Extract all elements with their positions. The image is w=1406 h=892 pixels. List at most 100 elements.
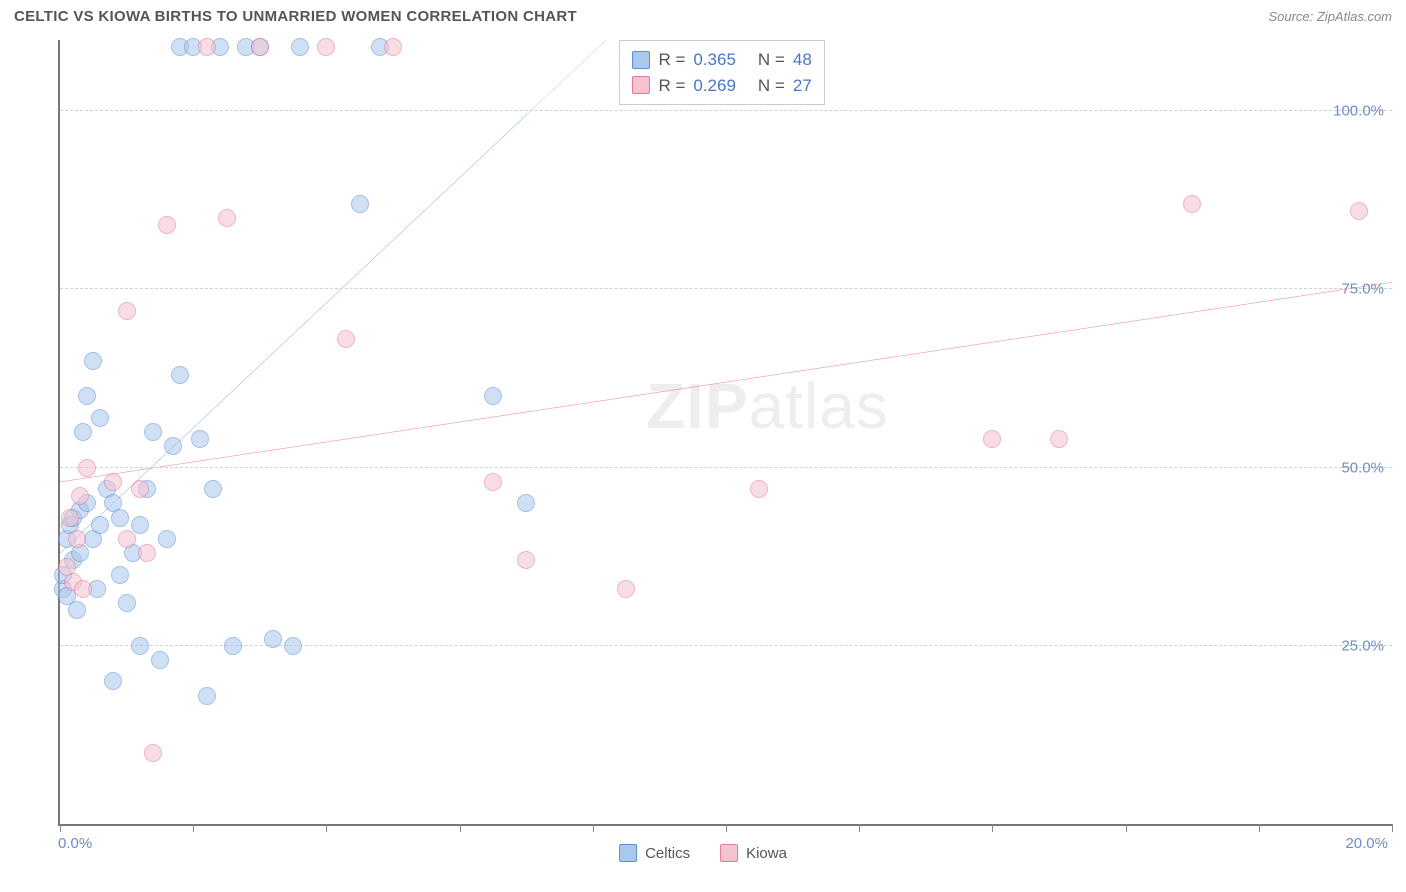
stat-n-label: N = — [758, 73, 785, 99]
x-tick — [726, 824, 727, 832]
data-point-celtics — [204, 480, 222, 498]
data-point-celtics — [84, 352, 102, 370]
stats-row-kiowa: R = 0.269 N = 27 — [632, 73, 811, 99]
plot-area: ZIPatlas 25.0% 50.0% 75.0% 100.0% R = 0.365 N… — [58, 40, 1392, 826]
data-point-kiowa — [74, 580, 92, 598]
data-point-celtics — [158, 530, 176, 548]
y-tick-label: 50.0% — [1341, 459, 1384, 476]
gridline-h — [60, 645, 1392, 646]
data-point-celtics — [111, 566, 129, 584]
data-point-kiowa — [983, 430, 1001, 448]
x-tick — [1259, 824, 1260, 832]
data-point-celtics — [144, 423, 162, 441]
stats-box: R = 0.365 N = 48 R = 0.269 N = 27 — [619, 40, 824, 105]
data-point-celtics — [484, 387, 502, 405]
trend-line-celtics — [60, 115, 526, 553]
data-point-kiowa — [750, 480, 768, 498]
data-point-celtics — [198, 687, 216, 705]
chart-title: CELTIC VS KIOWA BIRTHS TO UNMARRIED WOME… — [14, 8, 577, 25]
data-point-kiowa — [218, 209, 236, 227]
data-point-celtics — [291, 38, 309, 56]
x-tick — [1126, 824, 1127, 832]
stat-n-label: N = — [758, 47, 785, 73]
data-point-celtics — [164, 437, 182, 455]
chart-source: Source: ZipAtlas.com — [1268, 9, 1392, 24]
data-point-kiowa — [337, 330, 355, 348]
data-point-kiowa — [317, 38, 335, 56]
data-point-kiowa — [138, 544, 156, 562]
data-point-celtics — [131, 516, 149, 534]
data-point-kiowa — [158, 216, 176, 234]
data-point-kiowa — [1183, 195, 1201, 213]
legend-label: Kiowa — [746, 845, 787, 862]
data-point-celtics — [111, 509, 129, 527]
legend-item-celtics: Celtics — [619, 844, 690, 862]
data-point-celtics — [131, 637, 149, 655]
data-point-celtics — [68, 601, 86, 619]
data-point-kiowa — [144, 744, 162, 762]
x-tick — [460, 824, 461, 832]
x-tick-label: 20.0% — [1345, 835, 1388, 852]
data-point-kiowa — [484, 473, 502, 491]
legend-swatch-celtics — [619, 844, 637, 862]
data-point-kiowa — [617, 580, 635, 598]
data-point-kiowa — [251, 38, 269, 56]
data-point-kiowa — [198, 38, 216, 56]
trend-line-celtics-dashed — [526, 40, 606, 115]
data-point-kiowa — [61, 509, 79, 527]
gridline-h — [60, 288, 1392, 289]
watermark: ZIPatlas — [646, 369, 889, 443]
legend-swatch-celtics — [632, 51, 650, 69]
data-point-kiowa — [1350, 202, 1368, 220]
chart-header: CELTIC VS KIOWA BIRTHS TO UNMARRIED WOME… — [0, 0, 1406, 31]
legend-swatch-kiowa — [632, 76, 650, 94]
data-point-celtics — [224, 637, 242, 655]
watermark-bold: ZIP — [646, 370, 749, 442]
data-point-kiowa — [71, 487, 89, 505]
gridline-h — [60, 110, 1392, 111]
data-point-celtics — [191, 430, 209, 448]
x-tick — [992, 824, 993, 832]
data-point-kiowa — [68, 530, 86, 548]
legend-label: Celtics — [645, 845, 690, 862]
watermark-rest: atlas — [749, 370, 889, 442]
stat-r-value: 0.365 — [693, 47, 736, 73]
data-point-celtics — [264, 630, 282, 648]
data-point-kiowa — [131, 480, 149, 498]
y-tick-label: 75.0% — [1341, 281, 1384, 298]
chart-legend: Celtics Kiowa — [619, 844, 787, 862]
data-point-celtics — [284, 637, 302, 655]
data-point-celtics — [74, 423, 92, 441]
stat-r-label: R = — [658, 73, 685, 99]
data-point-celtics — [171, 366, 189, 384]
trend-line-kiowa — [60, 282, 1392, 482]
x-tick — [326, 824, 327, 832]
chart-area: Births to Unmarried Women ZIPatlas 25.0%… — [14, 40, 1392, 878]
trend-lines-layer — [60, 40, 1392, 824]
x-tick — [193, 824, 194, 832]
data-point-kiowa — [118, 302, 136, 320]
y-tick-label: 25.0% — [1341, 637, 1384, 654]
x-tick-label: 0.0% — [58, 835, 92, 852]
x-tick — [593, 824, 594, 832]
stats-row-celtics: R = 0.365 N = 48 — [632, 47, 811, 73]
data-point-celtics — [118, 594, 136, 612]
data-point-kiowa — [78, 459, 96, 477]
data-point-kiowa — [517, 551, 535, 569]
x-tick — [60, 824, 61, 832]
data-point-celtics — [351, 195, 369, 213]
data-point-celtics — [104, 672, 122, 690]
data-point-kiowa — [104, 473, 122, 491]
x-tick — [859, 824, 860, 832]
data-point-celtics — [91, 409, 109, 427]
stat-r-label: R = — [658, 47, 685, 73]
stat-r-value: 0.269 — [693, 73, 736, 99]
legend-swatch-kiowa — [720, 844, 738, 862]
data-point-kiowa — [118, 530, 136, 548]
y-tick-label: 100.0% — [1333, 103, 1384, 120]
x-tick — [1392, 824, 1393, 832]
stat-n-value: 48 — [793, 47, 812, 73]
legend-item-kiowa: Kiowa — [720, 844, 787, 862]
stat-n-value: 27 — [793, 73, 812, 99]
gridline-h — [60, 467, 1392, 468]
